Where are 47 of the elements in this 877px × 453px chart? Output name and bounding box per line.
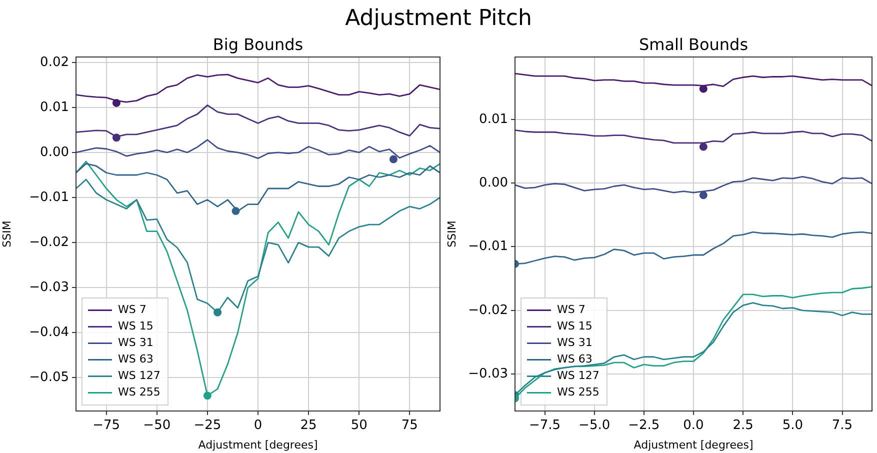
x-tick-label: 5.0 bbox=[782, 418, 804, 434]
y-tick-label: 0.00 bbox=[479, 175, 508, 190]
y-tick-label: −0.03 bbox=[29, 280, 69, 295]
y-tick-label: −0.02 bbox=[468, 302, 508, 318]
legend-label: WS 127 bbox=[557, 369, 600, 382]
y-axis-title: SSIM bbox=[445, 220, 458, 248]
y-tick-label: 0.02 bbox=[40, 54, 69, 70]
y-tick-label: 0.00 bbox=[40, 144, 69, 160]
text: Adjustment Pitch bbox=[344, 6, 533, 31]
x-tick-label: 0 bbox=[254, 418, 262, 434]
legend-label: WS 255 bbox=[118, 386, 160, 399]
y-axis-title: SSIM bbox=[0, 220, 14, 248]
y-tick-label: 0.01 bbox=[40, 100, 69, 115]
y-tick-label: −0.03 bbox=[468, 366, 508, 382]
x-axis-title: Adjustment [degrees] bbox=[634, 438, 754, 452]
x-tick-label: −25 bbox=[194, 418, 222, 434]
x-tick-label: −2.5 bbox=[628, 418, 660, 434]
x-tick-label: −75 bbox=[92, 418, 120, 434]
y-tick-label: −0.01 bbox=[29, 190, 69, 205]
y-tick-label: −0.01 bbox=[468, 239, 508, 254]
legend-label: WS 63 bbox=[557, 352, 592, 366]
chart-title: Small Bounds bbox=[638, 35, 748, 54]
y-tick-label: −0.05 bbox=[29, 370, 69, 386]
legend-label: WS 255 bbox=[557, 386, 600, 399]
x-tick-label: 50 bbox=[350, 418, 368, 434]
x-tick-label: −5.0 bbox=[578, 418, 610, 434]
legend-label: WS 127 bbox=[118, 369, 160, 382]
legend-label: WS 31 bbox=[557, 336, 592, 350]
chart-title: Big Bounds bbox=[212, 35, 304, 54]
x-axis-title: Adjustment [degrees] bbox=[198, 438, 318, 452]
legend-label: WS 15 bbox=[557, 320, 592, 333]
legend-label: WS 7 bbox=[118, 303, 146, 316]
x-tick-label: −7.5 bbox=[528, 418, 561, 434]
legend-label: WS 63 bbox=[118, 352, 154, 366]
legend-label: WS 15 bbox=[118, 320, 154, 333]
y-tick-label: 0.01 bbox=[479, 112, 508, 127]
legend-label: WS 31 bbox=[118, 336, 154, 350]
x-tick-label: −50 bbox=[143, 418, 171, 434]
y-tick-label: −0.02 bbox=[29, 234, 69, 250]
x-tick-label: 7.5 bbox=[832, 418, 853, 434]
x-tick-label: 25 bbox=[300, 418, 317, 434]
point bbox=[389, 155, 398, 164]
legend-label: WS 7 bbox=[557, 303, 586, 316]
x-tick-label: 2.5 bbox=[732, 418, 754, 434]
x-tick-label: 75 bbox=[401, 418, 418, 434]
x-tick-label: 0.0 bbox=[683, 418, 704, 434]
y-tick-label: −0.04 bbox=[29, 325, 69, 340]
